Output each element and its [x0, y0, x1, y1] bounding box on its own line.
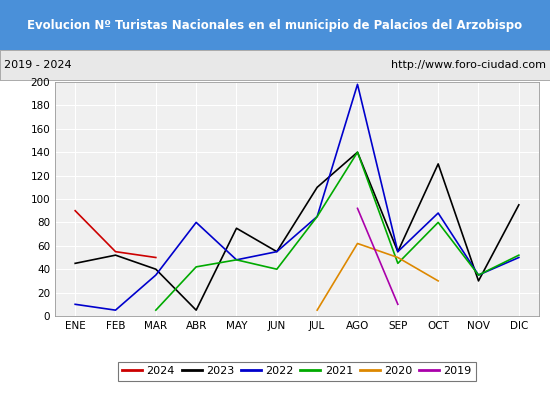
2024 — [72, 208, 79, 213]
2023 — [112, 253, 119, 258]
2021 — [233, 258, 240, 262]
2021 — [435, 220, 442, 225]
2022 — [152, 273, 159, 278]
2023 — [273, 249, 280, 254]
2020 — [314, 308, 321, 312]
2023 — [152, 267, 159, 272]
Line: 2021: 2021 — [156, 152, 519, 310]
2022 — [273, 249, 280, 254]
Line: 2024: 2024 — [75, 211, 156, 258]
2023 — [435, 162, 442, 166]
2022 — [112, 308, 119, 312]
2021 — [314, 214, 321, 219]
2023 — [394, 249, 401, 254]
2023 — [475, 278, 482, 283]
2019 — [394, 302, 401, 307]
2022 — [354, 82, 361, 87]
2022 — [515, 255, 522, 260]
2022 — [394, 249, 401, 254]
2021 — [152, 308, 159, 312]
2024 — [112, 249, 119, 254]
Line: 2023: 2023 — [75, 152, 519, 310]
2020 — [435, 278, 442, 283]
2021 — [354, 150, 361, 155]
2022 — [72, 302, 79, 307]
2022 — [435, 211, 442, 216]
2023 — [233, 226, 240, 231]
2021 — [515, 253, 522, 258]
Text: 2019 - 2024: 2019 - 2024 — [4, 60, 72, 70]
2021 — [475, 273, 482, 278]
2020 — [354, 241, 361, 246]
2022 — [193, 220, 200, 225]
2019 — [354, 206, 361, 211]
2020 — [394, 255, 401, 260]
2024 — [152, 255, 159, 260]
2023 — [515, 202, 522, 207]
2023 — [193, 308, 200, 312]
Legend: 2024, 2023, 2022, 2021, 2020, 2019: 2024, 2023, 2022, 2021, 2020, 2019 — [118, 362, 476, 381]
Line: 2022: 2022 — [75, 84, 519, 310]
Line: 2020: 2020 — [317, 244, 438, 310]
Text: Evolucion Nº Turistas Nacionales en el municipio de Palacios del Arzobispo: Evolucion Nº Turistas Nacionales en el m… — [28, 18, 522, 32]
2022 — [475, 273, 482, 278]
Text: http://www.foro-ciudad.com: http://www.foro-ciudad.com — [390, 60, 546, 70]
2022 — [233, 258, 240, 262]
2022 — [314, 214, 321, 219]
2023 — [72, 261, 79, 266]
2021 — [193, 264, 200, 269]
2021 — [273, 267, 280, 272]
2023 — [314, 185, 321, 190]
Line: 2019: 2019 — [358, 208, 398, 304]
2023 — [354, 150, 361, 155]
2021 — [394, 261, 401, 266]
